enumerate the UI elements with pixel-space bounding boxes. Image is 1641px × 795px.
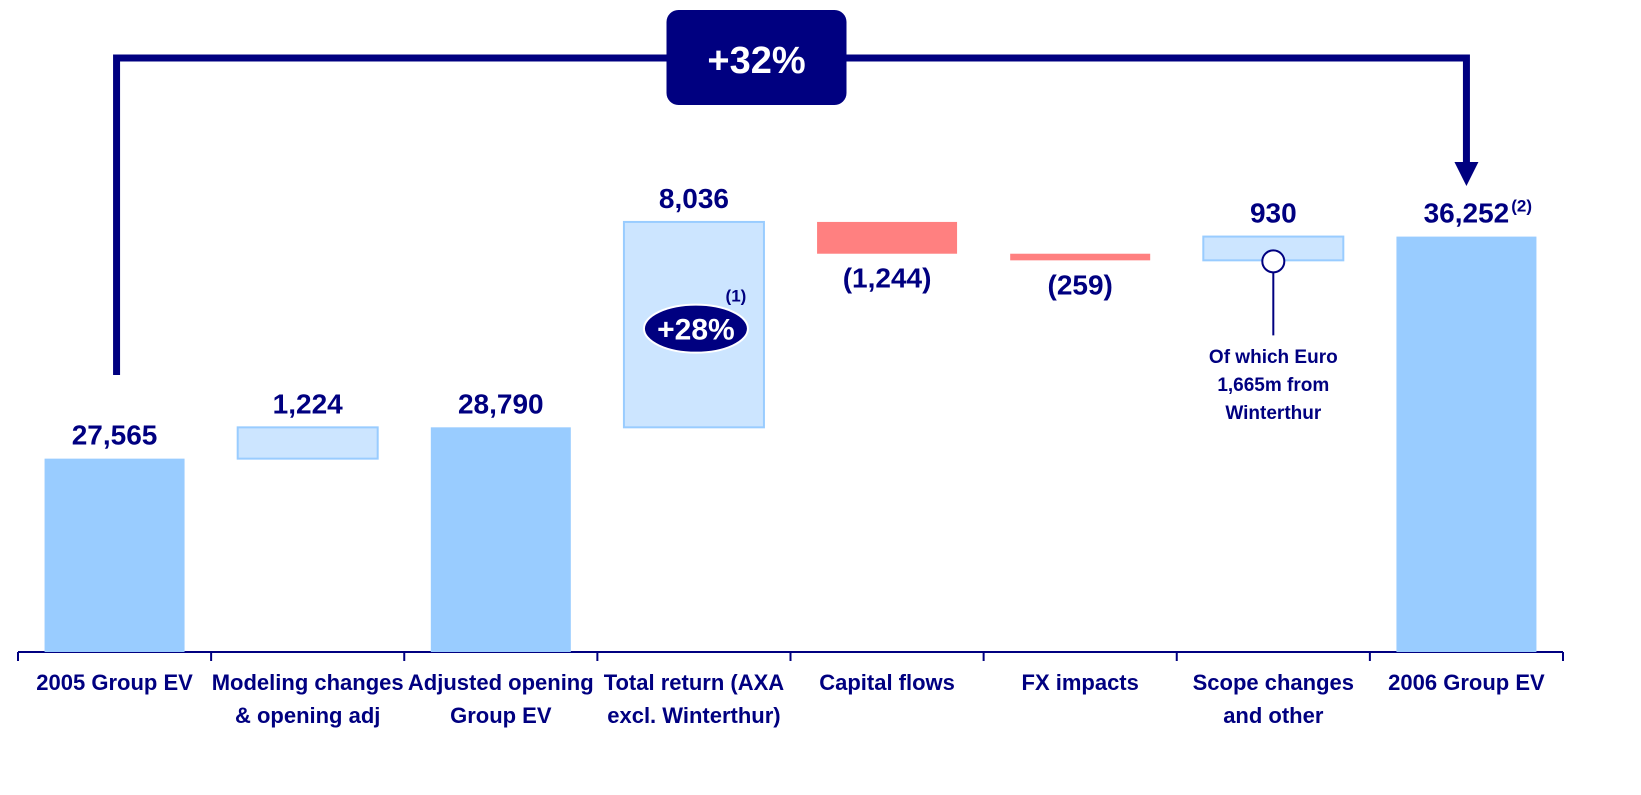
value-label: 1,224 [273, 388, 343, 419]
annotation: Of which Euro 1,665m from Winterthur [1208, 347, 1338, 425]
bar [44, 458, 185, 652]
x-tick-label: 2005 Group EV [36, 670, 193, 695]
value-label: 8,036 [659, 183, 729, 214]
value-label: 36,252 [1424, 198, 1510, 229]
bar [1010, 253, 1151, 261]
bar [430, 427, 571, 652]
x-tick-label: Scope changes and other [1192, 670, 1354, 728]
x-tick-label: FX impacts [1021, 670, 1139, 695]
x-tick-label: 2006 Group EV [1388, 670, 1545, 695]
bar [236, 426, 379, 460]
x-tick-label: Capital flows [819, 670, 955, 695]
value-label: 28,790 [458, 388, 544, 419]
value-label: (1,244) [843, 263, 932, 294]
value-label: 930 [1250, 198, 1297, 229]
badge-label: +28% [657, 314, 735, 347]
pin [1261, 249, 1286, 274]
bar [817, 221, 958, 254]
footnote: (2) [1511, 197, 1532, 216]
arrow-head [1454, 162, 1479, 186]
badge [642, 303, 749, 354]
change-label: +32% [707, 40, 805, 82]
x-tick-label: Adjusted opening Group EV [407, 670, 594, 728]
x-tick-label: Modeling changes & opening adj [211, 670, 404, 728]
value-label: (259) [1048, 269, 1113, 300]
change-box [666, 10, 847, 105]
x-tick-label: Total return (AXA excl. Winterthur) [603, 670, 785, 728]
footnote: (1) [726, 287, 747, 306]
bar [1396, 236, 1537, 652]
value-label: 27,565 [72, 420, 158, 451]
